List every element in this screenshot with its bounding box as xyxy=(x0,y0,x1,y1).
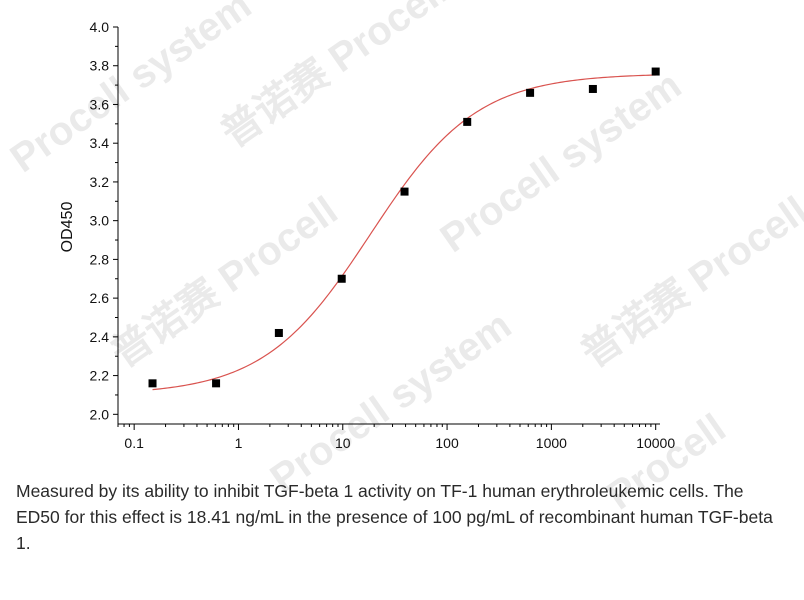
x-tick-label: 10000 xyxy=(636,435,675,451)
data-point xyxy=(651,67,660,76)
data-point xyxy=(588,84,597,93)
x-tick-label: 100 xyxy=(435,435,459,451)
x-tick-label: 1 xyxy=(235,435,243,451)
x-tick-label: 10 xyxy=(335,435,351,451)
figure-caption: Measured by its ability to inhibit TGF-b… xyxy=(16,481,773,553)
data-point xyxy=(526,88,535,97)
y-tick-label: 3.4 xyxy=(90,135,110,151)
data-point xyxy=(212,379,221,388)
y-tick-label: 3.6 xyxy=(90,96,110,112)
y-tick-label: 2.2 xyxy=(90,368,110,384)
x-tick-label: 1000 xyxy=(536,435,567,451)
data-point xyxy=(337,274,346,283)
x-tick-label: 0.1 xyxy=(124,435,144,451)
data-point xyxy=(400,187,409,196)
y-tick-label: 3.8 xyxy=(90,58,110,74)
fit-curve xyxy=(152,74,656,391)
y-tick-label: 2.8 xyxy=(90,251,110,267)
y-tick-label: 4.0 xyxy=(90,19,110,35)
y-tick-label: 2.0 xyxy=(90,406,110,422)
data-point xyxy=(274,328,283,337)
axes: 2.0 2.2 2.4 2.6 2.8 3.0 3.2 3.4 3.6 3.8 4.0 0.1 1 10 1… xyxy=(90,19,676,451)
y-tick-label: 2.6 xyxy=(90,290,110,306)
data-point xyxy=(148,379,157,388)
dose-response-chart: 2.0 2.2 2.4 2.6 2.8 3.0 3.2 3.4 3.6 3.8 4.0 0.1 1 10 1… xyxy=(59,19,676,451)
y-tick-label: 2.4 xyxy=(90,329,110,345)
data-point xyxy=(463,117,472,126)
y-tick-label: 3.0 xyxy=(90,213,110,229)
y-axis-label: OD450 xyxy=(59,202,76,253)
y-tick-label: 3.2 xyxy=(90,174,110,190)
data-points xyxy=(148,67,660,388)
